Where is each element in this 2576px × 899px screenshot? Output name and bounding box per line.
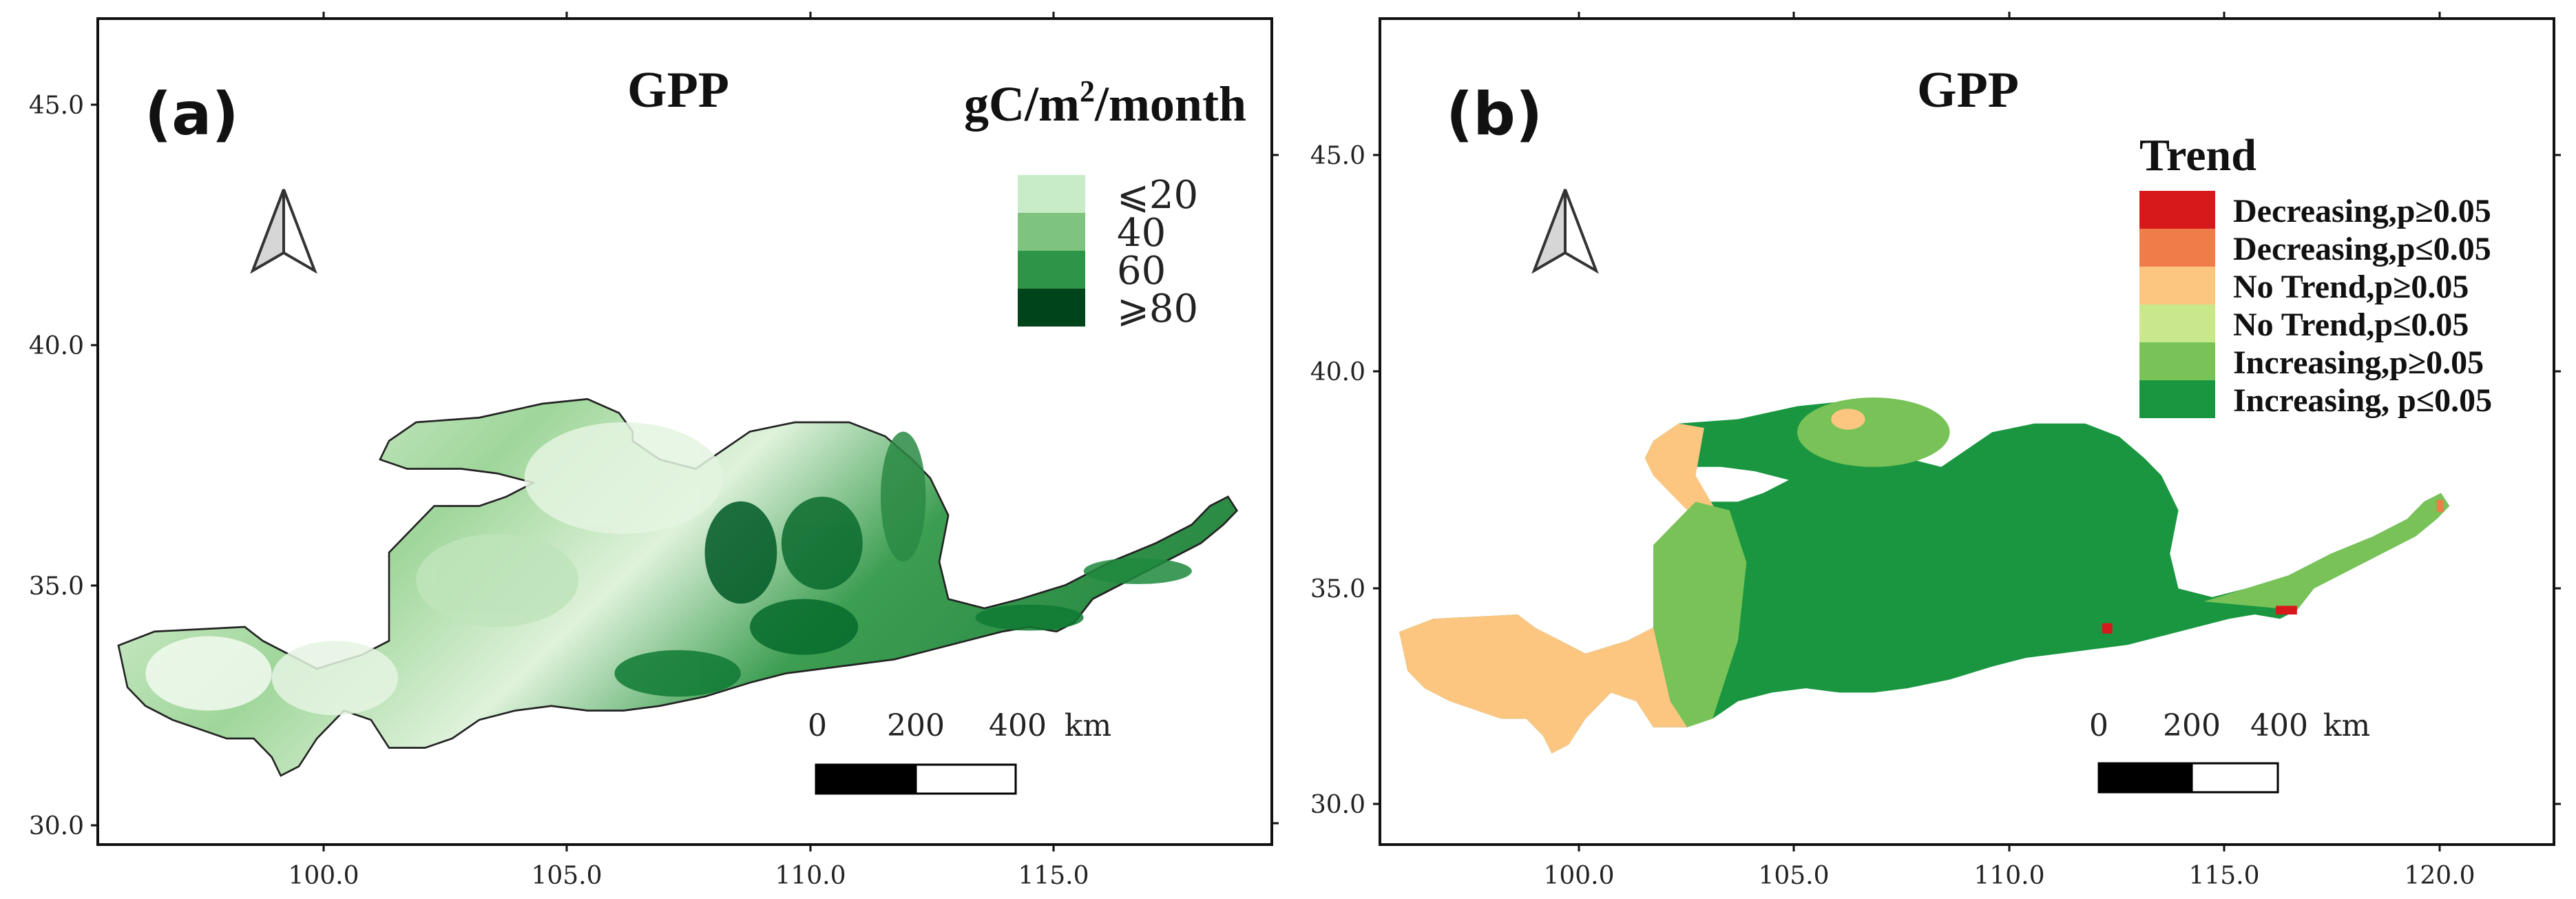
legend-label: Decreasing,p≤0.05 xyxy=(2233,231,2491,267)
scale-label: 400 xyxy=(989,708,1047,743)
increasing-region-north xyxy=(1797,397,1950,467)
legend-swatch-4 xyxy=(1018,289,1085,327)
legend-label: No Trend,p≤0.05 xyxy=(2233,307,2469,343)
legend-label: No Trend,p≥0.05 xyxy=(2233,269,2469,305)
legend-swatch-2 xyxy=(1018,213,1085,251)
scale-label: km xyxy=(2323,708,2370,743)
y-tick-label: 35.0 xyxy=(1310,575,1365,603)
north-arrow-icon xyxy=(1531,189,1599,274)
panel-a: 45.0 40.0 35.0 30.0 100.0 105.0 110.0 11… xyxy=(29,12,1279,890)
increasing-region-west xyxy=(1653,502,1747,727)
decreasing-patch xyxy=(2436,499,2444,513)
legend-label: Increasing,p≥0.05 xyxy=(2233,344,2484,381)
increasing-region-east xyxy=(2203,493,2450,610)
y-tick-label: 40.0 xyxy=(29,332,84,360)
panel-b: 45.0 40.0 35.0 30.0 100.0 105.0 110.0 11… xyxy=(1310,12,2561,890)
y-tick-label: 40.0 xyxy=(1310,358,1365,386)
high-gpp-patches xyxy=(145,422,1192,716)
x-axis-a: 100.0 105.0 110.0 115.0 xyxy=(288,12,1279,890)
scale-label: km xyxy=(1065,708,1111,743)
legend-swatch-4 xyxy=(2139,304,2215,342)
x-tick-label: 105.0 xyxy=(1758,862,1829,890)
basin-map-b xyxy=(1399,397,2450,754)
legend-title: Trend xyxy=(2139,130,2256,180)
y-tick-label: 45.0 xyxy=(29,92,84,120)
unit-label: gC/m2/month xyxy=(964,74,1246,132)
y-axis-b: 45.0 40.0 35.0 30.0 xyxy=(1310,142,1380,819)
legend-b: Trend Decreasing,p≥0.05 Decreasing,p≤0.0… xyxy=(2139,130,2492,419)
scale-label: 200 xyxy=(2163,708,2221,743)
y-tick-label: 30.0 xyxy=(1310,791,1365,819)
y-axis-a: 45.0 40.0 35.0 30.0 xyxy=(29,92,98,840)
x-tick-label: 115.0 xyxy=(2188,862,2259,890)
scale-label: 200 xyxy=(887,708,945,743)
panel-label-b: (b) xyxy=(1446,80,1542,149)
x-tick-label: 120.0 xyxy=(2404,862,2475,890)
y-tick-label: 30.0 xyxy=(29,812,84,840)
scale-label: 0 xyxy=(2089,708,2108,743)
legend-swatch-3 xyxy=(2139,267,2215,304)
basin-map-a xyxy=(117,397,1238,777)
scale-label: 0 xyxy=(808,708,827,743)
legend-label: 60 xyxy=(1117,249,1166,293)
legend-a: ⩽20 40 60 ⩾80 xyxy=(1018,173,1198,331)
y-tick-label: 35.0 xyxy=(29,572,84,601)
legend-swatch-1 xyxy=(2139,191,2215,229)
decreasing-patch xyxy=(2102,623,2113,634)
legend-label: ⩾80 xyxy=(1117,287,1198,331)
map-title-b: GPP xyxy=(1917,62,2019,118)
legend-swatch-3 xyxy=(1018,251,1085,289)
legend-label: ⩽20 xyxy=(1117,173,1198,218)
decreasing-patch xyxy=(2276,606,2297,614)
map-title-a: GPP xyxy=(627,62,729,118)
x-tick-label: 105.0 xyxy=(531,862,602,890)
scale-bar-b: 0 200 400 km xyxy=(2089,708,2370,794)
north-arrow-icon xyxy=(250,189,317,274)
legend-swatch-6 xyxy=(2139,380,2215,418)
unit-superscript: 2 xyxy=(1080,74,1095,108)
panel-label-a: (a) xyxy=(145,80,239,149)
scale-label: 400 xyxy=(2250,708,2308,743)
legend-swatch-5 xyxy=(2139,342,2215,380)
x-tick-label: 110.0 xyxy=(1973,862,2044,890)
scale-bar-a: 0 200 400 km xyxy=(808,708,1111,795)
legend-label: 40 xyxy=(1117,211,1166,256)
x-tick-label: 100.0 xyxy=(288,862,359,890)
unit-rest: /month xyxy=(1094,76,1246,132)
legend-swatch-2 xyxy=(2139,229,2215,267)
x-tick-label: 115.0 xyxy=(1018,862,1089,890)
x-axis-b: 100.0 105.0 110.0 115.0 120.0 xyxy=(1543,12,2561,890)
y-tick-label: 45.0 xyxy=(1310,142,1365,170)
legend-label: Increasing, p≤0.05 xyxy=(2233,382,2492,419)
x-tick-label: 100.0 xyxy=(1543,862,1614,890)
no-trend-region xyxy=(1399,423,1738,754)
legend-label: Decreasing,p≥0.05 xyxy=(2233,193,2491,229)
x-tick-label: 110.0 xyxy=(775,862,846,890)
legend-swatch-1 xyxy=(1018,175,1085,213)
unit-main: gC/m xyxy=(964,76,1080,132)
